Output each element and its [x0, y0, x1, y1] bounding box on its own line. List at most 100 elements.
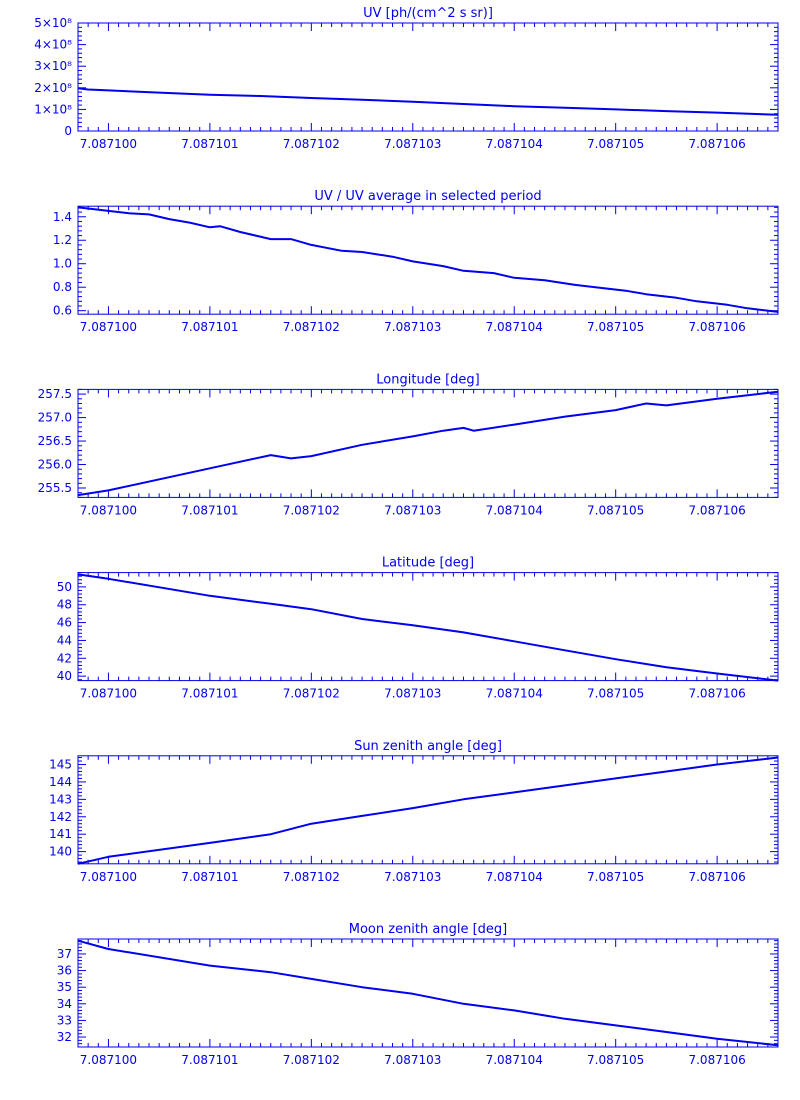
chart-title: Moon zenith angle [deg] — [349, 922, 507, 937]
series-line — [77, 756, 779, 865]
y-tick-label: 42 — [57, 651, 72, 665]
series-line — [77, 87, 779, 116]
chart-panel-2: UV / UV average in selected period 7.0871… — [53, 189, 779, 334]
chart-title: UV [ph/(cm^2 s sr)] — [363, 6, 493, 21]
y-tick-label: 1.2 — [53, 233, 72, 247]
x-tick-label: 7.087106 — [688, 137, 745, 151]
y-tick-label: 140 — [49, 845, 72, 859]
y-tick-label: 5×10⁸ — [34, 16, 72, 30]
x-tick-label: 7.087100 — [80, 503, 137, 517]
x-tick-label: 7.087103 — [384, 1053, 441, 1067]
x-tick-label: 7.087102 — [283, 503, 340, 517]
plot-frame — [77, 938, 779, 1048]
x-tick-label: 7.087104 — [486, 687, 543, 701]
x-tick-label: 7.087100 — [80, 137, 137, 151]
y-tick-label: 141 — [49, 827, 72, 841]
x-tick-label: 7.087102 — [283, 1053, 340, 1067]
x-tick-label: 7.087104 — [486, 1053, 543, 1067]
chart-panel-1: UV [ph/(cm^2 s sr)] 7.087100 7.087101 7.087… — [34, 6, 779, 151]
x-tick-label: 7.087106 — [688, 1053, 745, 1067]
x-tick-label: 7.087103 — [384, 503, 441, 517]
y-tick-label: 145 — [49, 758, 72, 772]
y-tick-label: 255.5 — [38, 481, 72, 495]
y-tick-label: 1.0 — [53, 257, 72, 271]
series-line — [77, 390, 779, 497]
series-line — [77, 206, 779, 313]
y-tick-label: 37 — [57, 947, 72, 961]
y-tick-label: 257.0 — [38, 411, 72, 425]
y-tick-label: 2×10⁸ — [34, 81, 72, 95]
x-tick-label: 7.087106 — [688, 503, 745, 517]
x-tick-label: 7.087105 — [587, 1053, 644, 1067]
y-tick-label: 256.0 — [38, 458, 72, 472]
y-tick-label: 143 — [49, 792, 72, 806]
chart-panel-5: Sun zenith angle [deg] 7.087100 7.087101 7.… — [49, 739, 779, 884]
x-tick-label: 7.087101 — [181, 503, 238, 517]
chart-panel-3: Longitude [deg] 7.087100 7.087101 7.087102 7… — [38, 372, 779, 517]
y-tick-label: 40 — [57, 669, 72, 683]
x-tick-label: 7.087104 — [486, 870, 543, 884]
x-tick-label: 7.087100 — [80, 320, 137, 334]
y-tick-label: 144 — [49, 775, 72, 789]
x-tick-label: 7.087100 — [80, 1053, 137, 1067]
x-tick-label: 7.087106 — [688, 687, 745, 701]
x-tick-label: 7.087106 — [688, 320, 745, 334]
x-tick-label: 7.087102 — [283, 687, 340, 701]
y-tick-label: 256.5 — [38, 434, 72, 448]
x-tick-label: 7.087105 — [587, 320, 644, 334]
x-tick-label: 7.087105 — [587, 870, 644, 884]
series-line — [77, 573, 779, 682]
y-tick-label: 4×10⁸ — [34, 38, 72, 52]
y-tick-label: 0.6 — [53, 304, 72, 318]
x-tick-label: 7.087101 — [181, 137, 238, 151]
x-tick-label: 7.087105 — [587, 687, 644, 701]
y-tick-label: 46 — [57, 616, 72, 630]
x-tick-label: 7.087102 — [283, 870, 340, 884]
chart-title: Latitude [deg] — [382, 556, 474, 571]
series-line — [77, 939, 779, 1047]
plot-frame — [77, 388, 779, 498]
x-tick-label: 7.087103 — [384, 320, 441, 334]
x-tick-label: 7.087102 — [283, 320, 340, 334]
y-tick-label: 48 — [57, 598, 72, 612]
y-tick-label: 142 — [49, 810, 72, 824]
y-tick-label: 50 — [57, 580, 72, 594]
y-tick-label: 0 — [64, 124, 72, 138]
y-tick-label: 3×10⁸ — [34, 59, 72, 73]
chart-panel-4: Latitude [deg] 7.087100 7.087101 7.087102 7.… — [57, 556, 779, 701]
plot-frame — [77, 755, 779, 865]
y-tick-label: 33 — [57, 1013, 72, 1027]
x-tick-label: 7.087106 — [688, 870, 745, 884]
chart-title: UV / UV average in selected period — [314, 189, 541, 204]
y-tick-label: 32 — [57, 1030, 72, 1044]
y-tick-label: 35 — [57, 980, 72, 994]
x-tick-label: 7.087105 — [587, 137, 644, 151]
x-tick-label: 7.087100 — [80, 870, 137, 884]
chart-panel-6: Moon zenith angle [deg] 7.087100 7.087101 7… — [57, 922, 779, 1067]
x-tick-label: 7.087103 — [384, 687, 441, 701]
plot-frame — [77, 22, 779, 132]
y-tick-label: 36 — [57, 964, 72, 978]
x-tick-label: 7.087104 — [486, 503, 543, 517]
y-tick-label: 0.8 — [53, 280, 72, 294]
x-tick-label: 7.087100 — [80, 687, 137, 701]
x-tick-label: 7.087103 — [384, 870, 441, 884]
x-tick-label: 7.087103 — [384, 137, 441, 151]
chart-title: Sun zenith angle [deg] — [354, 739, 502, 754]
plot-frame — [77, 205, 779, 315]
x-tick-label: 7.087104 — [486, 320, 543, 334]
x-tick-label: 7.087101 — [181, 1053, 238, 1067]
chart-title: Longitude [deg] — [376, 372, 479, 387]
y-tick-label: 257.5 — [38, 387, 72, 401]
x-tick-label: 7.087104 — [486, 137, 543, 151]
x-tick-label: 7.087101 — [181, 687, 238, 701]
y-tick-label: 1.4 — [53, 210, 72, 224]
x-tick-label: 7.087102 — [283, 137, 340, 151]
x-tick-label: 7.087101 — [181, 870, 238, 884]
y-tick-label: 34 — [57, 997, 72, 1011]
y-tick-label: 44 — [57, 633, 72, 647]
x-tick-label: 7.087101 — [181, 320, 238, 334]
x-tick-label: 7.087105 — [587, 503, 644, 517]
y-tick-label: 1×10⁸ — [34, 102, 72, 116]
